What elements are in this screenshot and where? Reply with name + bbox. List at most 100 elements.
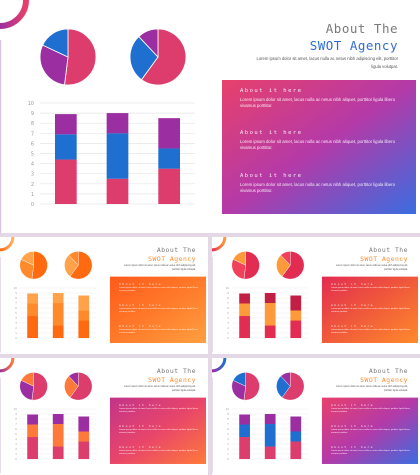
title-line-2: SWOT Agency	[148, 376, 196, 384]
panel-background	[321, 276, 419, 343]
section-heading: About it here	[119, 282, 162, 286]
panel-background	[109, 276, 207, 343]
pie-slice	[280, 372, 291, 387]
subtitle: Lorem ipsum dolor sit amet, lacus nulla …	[335, 264, 408, 271]
y-tick-label: 6	[15, 427, 17, 431]
y-tick-label: 8	[227, 296, 229, 300]
section-body: Lorem ipsum dolor sit amet, lacus nulla …	[331, 450, 410, 456]
bar-segment	[239, 414, 250, 425]
y-tick-label: 4	[31, 162, 34, 168]
slide-title: About The SWOT Agency	[148, 367, 196, 385]
y-tick-label: 5	[227, 432, 229, 436]
panel-background	[109, 397, 207, 464]
pie-slice	[39, 44, 69, 86]
y-tick-label: 9	[15, 412, 17, 416]
y-tick-label: 4	[227, 316, 229, 320]
slide-thumbnail-blue-purple[interactable]: 0 1 2 3 4 5 6 7 8 9 10 About The SWOT Agency Lorem…	[212, 358, 420, 475]
panel-section: About it here Lorem ipsum dolor sit amet,…	[331, 424, 411, 436]
y-tick-label: 5	[227, 311, 229, 315]
corner-arc-decoration	[0, 237, 15, 252]
panel-section: About it here Lorem ipsum dolor sit amet,…	[119, 403, 199, 415]
panel-section: About it here Lorem ipsum dolor sit amet,…	[119, 282, 199, 294]
bar-segment	[27, 316, 38, 339]
y-tick-label: 3	[15, 442, 17, 446]
panel-section: About it here Lorem ipsum dolor sit amet,…	[119, 424, 199, 436]
title-line-2: SWOT Agency	[360, 376, 408, 384]
y-tick-label: 2	[15, 447, 17, 451]
bar-segment	[264, 303, 276, 326]
pie-slice	[69, 372, 93, 401]
y-tick-label: 10	[226, 286, 230, 290]
corner-arc-decoration	[212, 358, 227, 373]
y-tick-label: 0	[227, 336, 229, 340]
y-tick-label: 6	[31, 141, 34, 147]
bar-segment	[27, 303, 38, 317]
slide-title: About The SWOT Agency	[148, 246, 196, 264]
y-tick-label: 10	[28, 101, 34, 107]
slide-title: About The SWOT Agency	[360, 367, 408, 385]
bar-segment	[239, 303, 250, 317]
y-tick-label: 2	[227, 447, 229, 451]
bar-segment	[290, 310, 302, 321]
bar-segment	[239, 293, 250, 304]
bar-segment	[290, 320, 302, 339]
pie-slice	[64, 28, 97, 86]
pie-slice	[69, 251, 93, 280]
y-tick-label: 1	[31, 192, 34, 198]
pie-slice	[19, 380, 34, 401]
bar-segment	[54, 134, 77, 160]
y-tick-label: 5	[31, 152, 34, 158]
section-body: Lorem ipsum dolor sit amet, lacus nulla …	[119, 329, 198, 335]
section-body: Lorem ipsum dolor sit amet, lacus nulla …	[119, 450, 198, 456]
subtitle: Lorem ipsum dolor sit amet, lacus nulla …	[256, 56, 398, 69]
section-heading: About it here	[331, 445, 374, 449]
bar-segment	[78, 310, 90, 321]
y-tick-label: 7	[31, 131, 34, 137]
pie-slice	[129, 35, 159, 81]
bar-segment	[264, 293, 276, 304]
y-tick-label: 4	[227, 437, 229, 441]
bar-segment	[239, 424, 250, 438]
pie-slice	[232, 251, 246, 266]
y-tick-label: 1	[227, 452, 229, 456]
section-heading: About it here	[240, 130, 303, 136]
bar-segment	[78, 441, 90, 460]
y-tick-label: 6	[227, 306, 229, 310]
subtitle: Lorem ipsum dolor sit amet, lacus nulla …	[335, 385, 408, 392]
section-body: Lorem ipsum dolor sit amet, lacus nulla …	[240, 139, 396, 151]
pie-slice	[20, 372, 34, 387]
section-heading: About it here	[240, 173, 303, 179]
y-tick-label: 6	[227, 427, 229, 431]
y-tick-label: 7	[15, 301, 17, 305]
title-line-2: SWOT Agency	[309, 38, 398, 53]
bar-segment	[52, 293, 64, 304]
bar-segment	[158, 168, 181, 204]
y-tick-label: 6	[15, 306, 17, 310]
gradient-panel: About it here Lorem ipsum dolor sit amet,…	[322, 399, 418, 466]
section-body: Lorem ipsum dolor sit amet, lacus nulla …	[331, 329, 410, 335]
section-body: Lorem ipsum dolor sit amet, lacus nulla …	[119, 287, 198, 293]
pie-slice	[243, 372, 260, 401]
section-heading: About it here	[119, 424, 162, 428]
section-body: Lorem ipsum dolor sit amet, lacus nulla …	[331, 287, 410, 293]
slide-main[interactable]: 0 1 2 3 4 5 6 7 8 9 10 About The SWOT Agency Lorem…	[0, 0, 420, 233]
slide-thumbnail-red[interactable]: 0 1 2 3 4 5 6 7 8 9 10 About The SWOT Agency Lorem…	[212, 237, 420, 354]
slide-thumbnail-purple-orange[interactable]: 0 1 2 3 4 5 6 7 8 9 10 About The SWOT Agency Lorem…	[0, 358, 208, 475]
bar-segment	[158, 148, 181, 169]
bar-segment	[52, 424, 64, 447]
bar-segment	[78, 416, 90, 432]
bar-segment	[27, 424, 38, 438]
section-heading: About it here	[119, 324, 162, 328]
slide-thumbnail-orange[interactable]: 0 1 2 3 4 5 6 7 8 9 10 About The SWOT Agency Lorem…	[0, 237, 208, 354]
title-line-1: About The	[368, 246, 408, 254]
title-line-2: SWOT Agency	[148, 255, 196, 263]
panel-section: About it here Lorem ipsum dolor sit amet,…	[119, 324, 199, 336]
panel-section: About it here Lorem ipsum dolor sit amet…	[240, 130, 402, 152]
corner-arc-decoration	[0, 0, 29, 29]
gradient-panel: About it here Lorem ipsum dolor sit amet,…	[110, 399, 206, 466]
panel-section: About it here Lorem ipsum dolor sit amet,…	[331, 403, 411, 415]
